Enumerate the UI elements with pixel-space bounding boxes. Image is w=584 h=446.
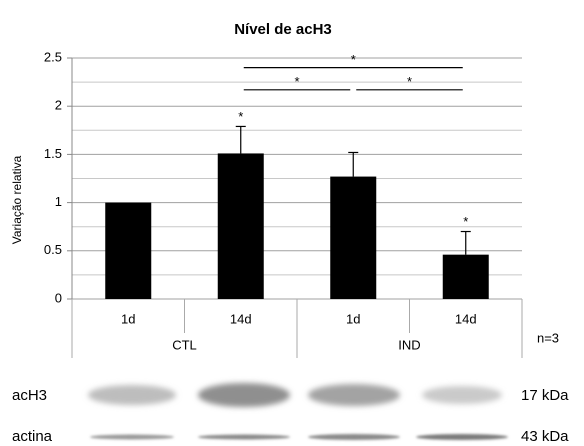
y-axis-label: Variação relativa [10,155,24,244]
band [422,386,502,404]
bar [330,177,376,299]
blot-row-label: acH3 [12,387,47,404]
blot-bands [88,383,502,407]
chart: Nível de acH3 Variação relativa n=3 acH3… [0,0,584,446]
band [198,435,290,440]
y-tick-label: 1.5 [44,146,62,161]
y-tick-label: 2 [55,98,62,113]
blot-bands [90,434,508,440]
band [88,385,176,405]
significance-label: * [407,74,412,89]
blot-size: 17 kDa [521,387,569,404]
blot-row-label: actina [12,428,53,445]
bar [218,153,264,299]
y-tick-label: 0 [55,290,62,305]
note: n=3 [537,330,559,345]
band [90,435,174,440]
blot: acH3 17 kDa actina 43 kDa [12,383,569,445]
band [308,434,400,440]
x-tick-label: 14d [230,311,252,326]
significance-label: * [351,52,356,67]
bar [105,203,151,299]
x-tick-label: 1d [346,311,360,326]
blot-size: 43 kDa [521,428,569,445]
x-tick-label: 14d [455,311,477,326]
group-label: CTL [172,337,197,352]
y-tick-label: 2.5 [44,49,62,64]
bar [443,255,489,299]
y-tick-label: 0.5 [44,242,62,257]
chart-title: Nível de acH3 [234,21,332,38]
group-label: IND [398,337,420,352]
band [308,384,400,406]
y-tick-label: 1 [55,194,62,209]
x-tick-label: 1d [121,311,135,326]
significance-label: * [294,74,299,89]
significance-label: * [463,214,468,229]
band [198,383,290,407]
significance-label: * [238,109,243,124]
band [416,434,508,440]
